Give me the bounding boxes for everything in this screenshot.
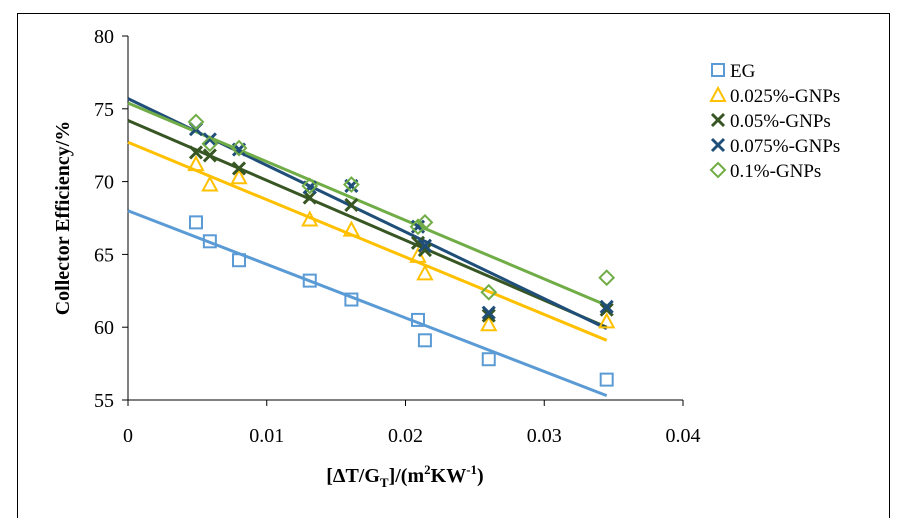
data-point-0-05-gnps [231, 161, 247, 176]
data-point-eg [410, 312, 425, 327]
data-point-0-1-gnps [201, 135, 219, 153]
marker-stroke [231, 161, 247, 176]
data-point-0-025-gnps [598, 312, 616, 329]
data-point-0-075-gnps [202, 132, 217, 147]
legend: EG 0.025%-GNPs 0.05%-GNPs 0.075%-GNPs 0.1%-G… [709, 61, 840, 182]
data-point-0-05-gnps [344, 197, 359, 212]
data-point-0-05-gnps [417, 242, 432, 258]
y-tick-label: 65 [94, 244, 114, 266]
legend-label-0-1-gnps: 0.1%-GNPs [730, 161, 821, 182]
data-point-eg [232, 253, 246, 268]
legend-marker-eg [711, 63, 725, 77]
data-point-eg [188, 215, 203, 230]
marker-stroke [481, 305, 496, 320]
marker-stroke [344, 197, 359, 212]
marker-stroke [417, 242, 432, 258]
data-point-0-05-gnps [202, 148, 217, 163]
data-point-eg [344, 292, 359, 307]
legend-marker-0-05-gnps [710, 112, 726, 128]
data-point-0-1-gnps [409, 218, 427, 236]
marker-stroke [599, 302, 614, 317]
y-tick-label: 55 [94, 390, 114, 412]
x-tick-label: 0.04 [666, 425, 701, 447]
legend-label-eg: EG [730, 61, 756, 82]
data-point-0-075-gnps [599, 299, 614, 314]
marker-stroke [188, 145, 204, 160]
x-tick-label: 0 [123, 425, 133, 447]
legend-label-0-05-gnps: 0.05%-GNPs [730, 111, 831, 132]
data-point-eg [202, 234, 217, 249]
data-point-0-025-gnps [187, 155, 205, 172]
x-axis-title: [ΔT/GT]/(m2KW-1) [326, 462, 483, 490]
y-tick-label: 60 [94, 317, 114, 339]
data-point-0-1-gnps [187, 113, 205, 131]
x-tick-label: 0.03 [527, 425, 562, 447]
data-point-0-025-gnps [416, 264, 434, 281]
trendlines [127, 97, 608, 398]
marker-stroke [710, 112, 726, 128]
marker-stroke [410, 235, 426, 250]
data-point-eg [417, 333, 432, 348]
marker-stroke [417, 238, 432, 253]
trendline-0-05-gnps [127, 119, 608, 329]
legend-label-0-075-gnps: 0.075%-GNPs [730, 136, 840, 157]
marker-stroke [599, 299, 614, 314]
chart-frame [17, 13, 890, 518]
marker-stroke [302, 190, 317, 205]
data-point-eg [302, 273, 317, 288]
legend-marker-0-1-gnps [709, 161, 727, 179]
legend-marker-0-025-gnps [709, 85, 727, 102]
trendline-0-025-gnps [127, 140, 608, 342]
data-point-0-075-gnps [481, 305, 496, 320]
axes: 55 60 65 70 75 80 0 0.01 0.02 0.03 0.04 [94, 26, 701, 447]
data-point-0-025-gnps [480, 315, 498, 332]
data-point-0-05-gnps [302, 190, 317, 205]
trendline-eg [127, 209, 608, 398]
y-tick-label: 80 [94, 26, 114, 48]
legend-label-0-025-gnps: 0.025%-GNPs [730, 86, 840, 107]
data-markers [187, 113, 616, 387]
marker-stroke [710, 137, 726, 153]
data-point-0-025-gnps [230, 168, 248, 185]
data-point-0-1-gnps [480, 283, 498, 301]
data-point-0-025-gnps [342, 220, 361, 237]
marker-stroke [202, 132, 217, 147]
data-point-0-05-gnps [188, 145, 204, 160]
data-point-0-1-gnps [230, 139, 248, 157]
marker-stroke [202, 148, 217, 163]
data-point-0-05-gnps [599, 302, 614, 317]
data-point-0-05-gnps [481, 308, 496, 323]
y-tick-label: 70 [94, 172, 114, 194]
data-point-0-1-gnps [342, 176, 360, 193]
data-point-0-025-gnps [301, 210, 319, 227]
data-point-eg [481, 352, 496, 367]
legend-marker-0-075-gnps [710, 137, 726, 153]
data-point-0-025-gnps [201, 175, 219, 192]
x-tick-label: 0.01 [249, 425, 284, 447]
y-axis-title: Collector Efficiency/% [52, 121, 74, 316]
data-point-0-075-gnps [417, 238, 432, 253]
data-point-0-1-gnps [598, 269, 616, 287]
data-point-0-1-gnps [301, 177, 319, 195]
x-tick-label: 0.02 [388, 425, 423, 447]
marker-stroke [481, 308, 496, 323]
y-tick-label: 75 [94, 99, 114, 121]
data-point-0-1-gnps [416, 213, 434, 231]
data-point-eg [599, 372, 614, 387]
